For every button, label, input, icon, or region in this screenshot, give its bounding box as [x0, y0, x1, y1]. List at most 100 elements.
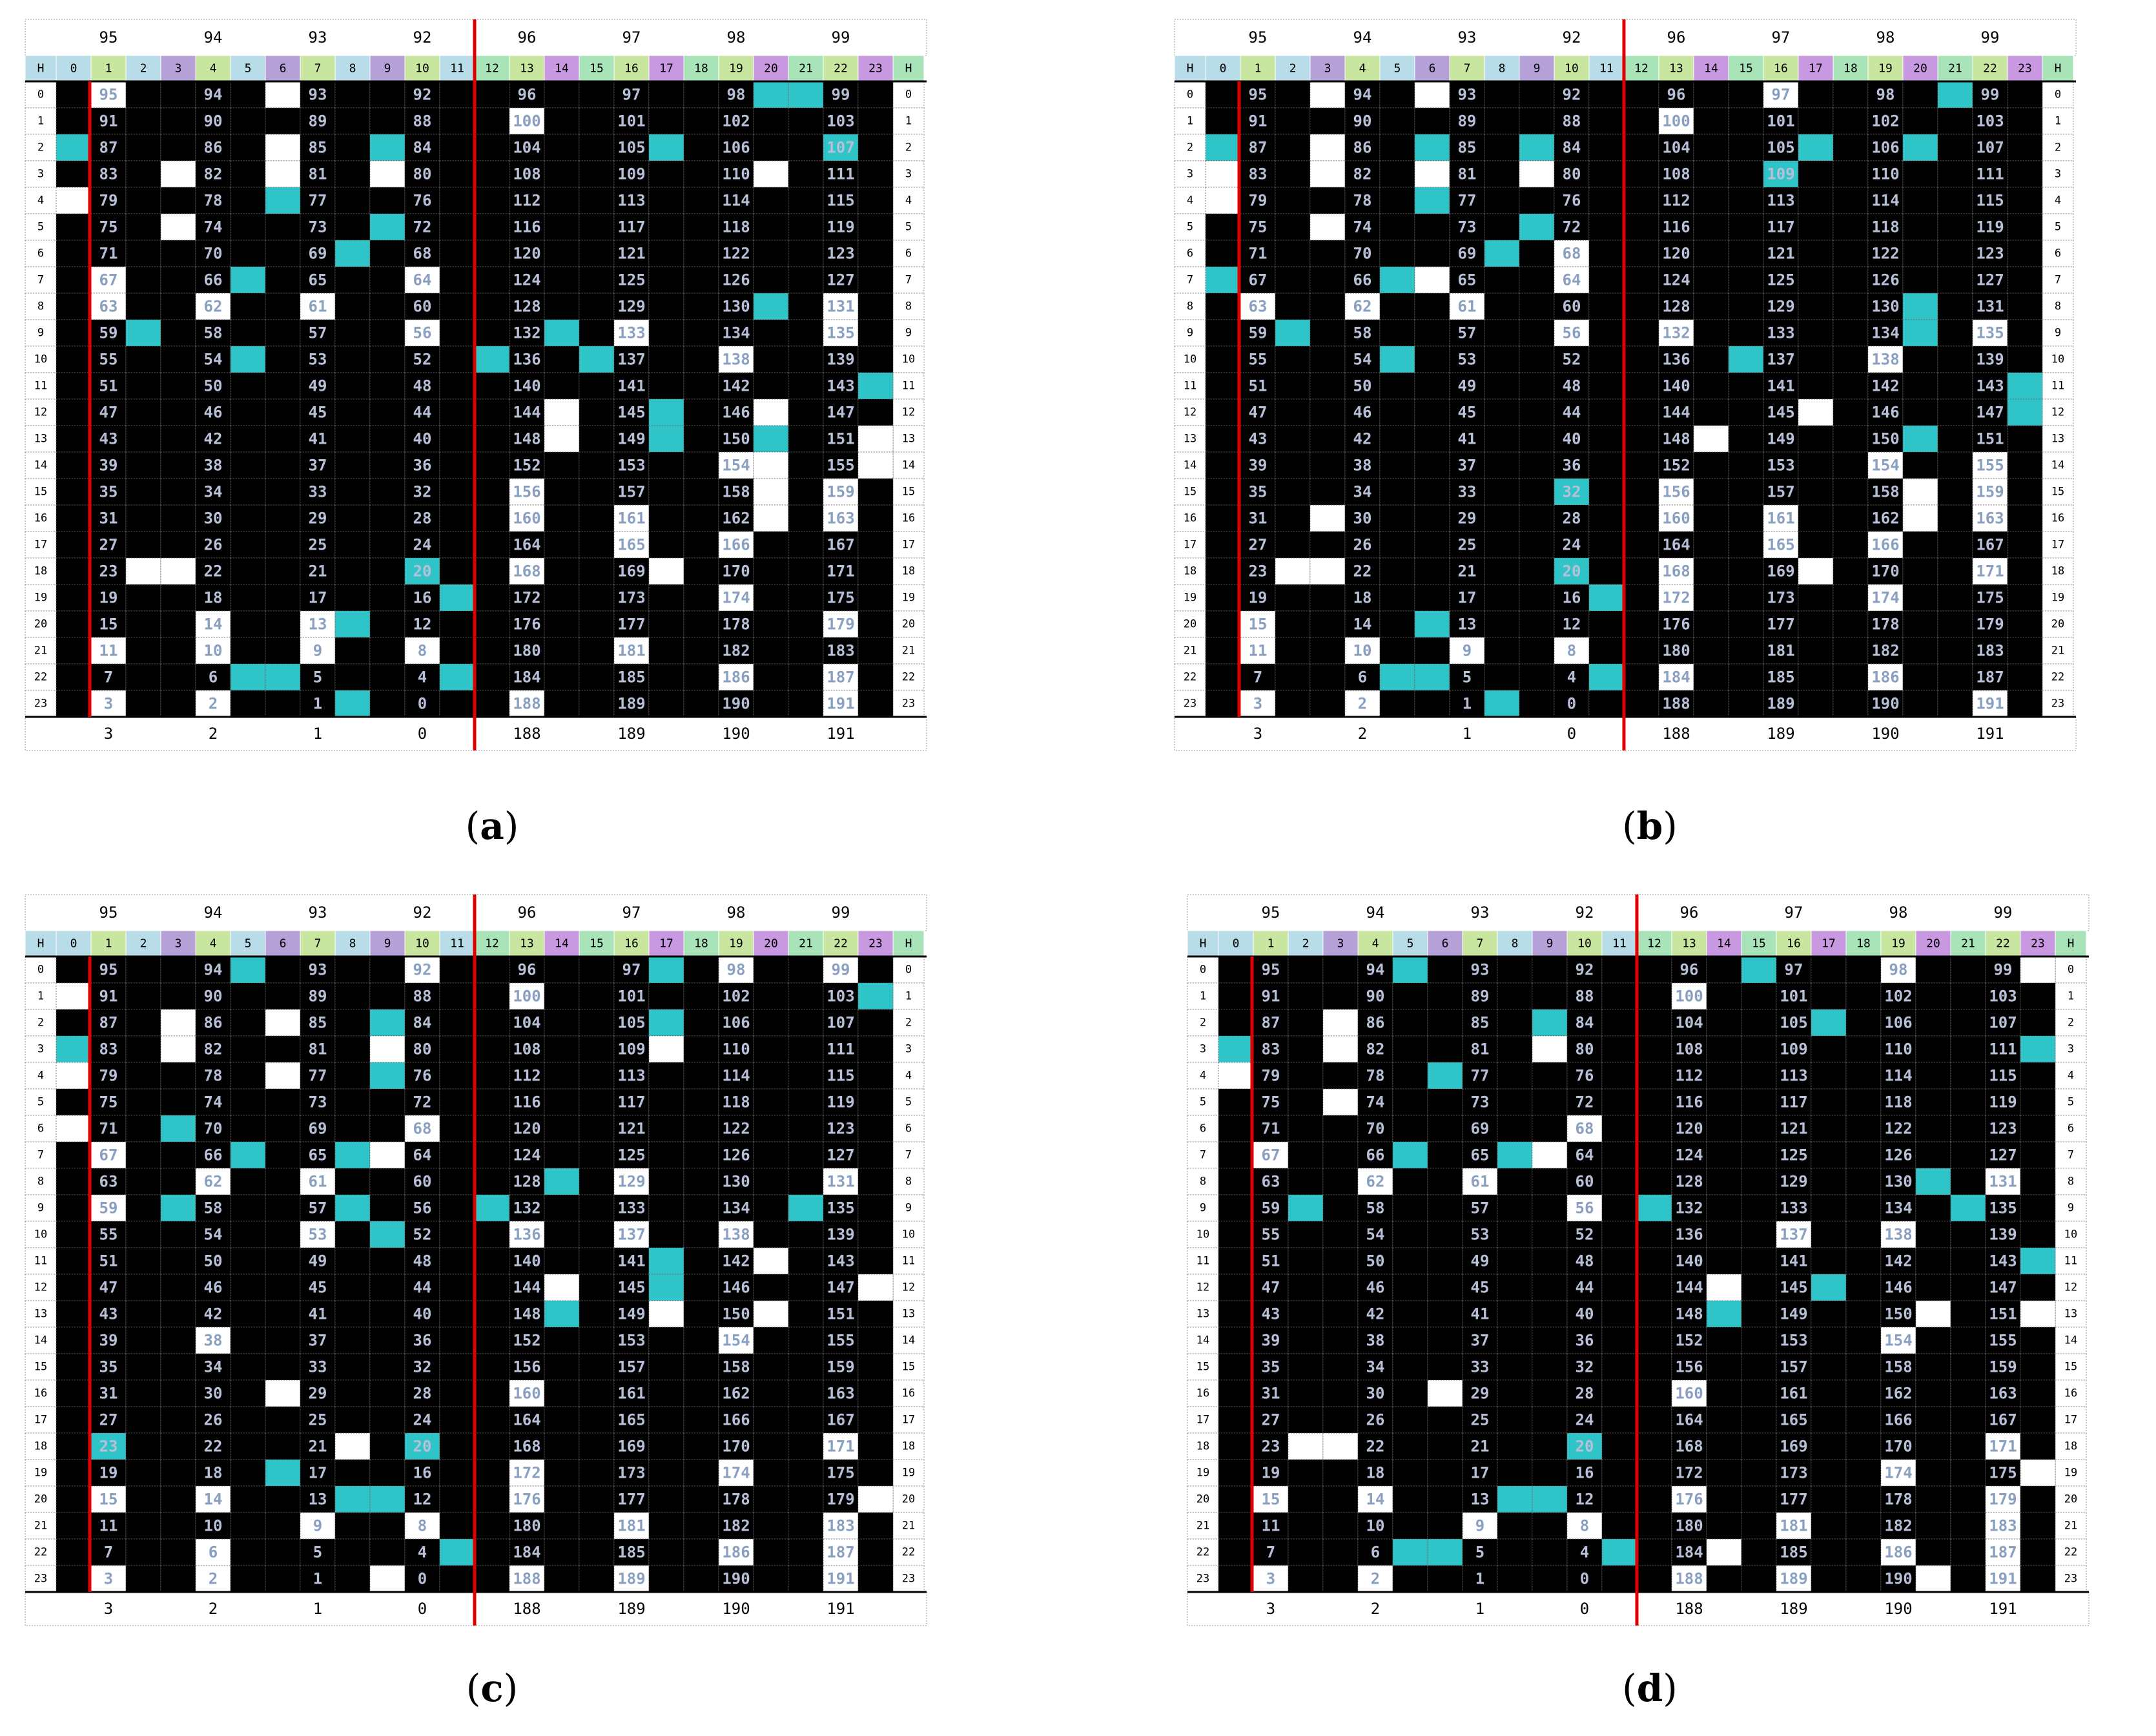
grid-cell	[2007, 372, 2043, 400]
grid-cell	[753, 982, 789, 1010]
row-label-cell-left	[25, 1035, 57, 1063]
grid-cell	[1985, 1194, 2021, 1222]
grid-cell	[474, 1353, 510, 1381]
cell-number: 170	[722, 1438, 750, 1456]
cell-number: 191	[826, 1570, 854, 1588]
cell-number: 155	[826, 1332, 854, 1350]
grid-cell	[125, 531, 161, 559]
row-label-cell-left	[25, 1062, 57, 1090]
grid-cell	[300, 451, 336, 479]
row-label-left: 21	[1196, 1520, 1209, 1533]
grid-cell	[1462, 1538, 1498, 1566]
grid-cell	[1972, 690, 2008, 718]
grid-cell	[1427, 1035, 1463, 1063]
grid-cell	[648, 1432, 684, 1460]
grid-cell	[1798, 81, 1834, 108]
cell-number: 81	[309, 165, 327, 183]
grid-cell	[1240, 372, 1276, 400]
grid-cell	[369, 346, 406, 373]
grid-cell	[300, 81, 336, 108]
grid-cell	[2020, 1247, 2056, 1275]
grid-cell	[1833, 451, 1869, 479]
grid-cell	[1671, 1115, 1707, 1142]
grid-cell	[1601, 1565, 1638, 1593]
cell-number: 167	[1976, 536, 2004, 554]
grid-cell	[1379, 451, 1415, 479]
grid-cell	[544, 663, 580, 691]
grid-cell	[613, 1300, 650, 1328]
row-label-right: 11	[2051, 380, 2064, 393]
grid-cell	[1588, 134, 1625, 161]
grid-cell	[648, 557, 684, 585]
grid-cell	[1253, 1194, 1289, 1222]
grid-cell	[509, 319, 545, 347]
cell-number: 98	[727, 961, 746, 979]
grid-cell	[1414, 610, 1450, 638]
cell-number: 166	[1871, 536, 1899, 554]
cell-number: 45	[1458, 404, 1477, 422]
grid-cell	[718, 1035, 754, 1063]
grid-cell	[823, 504, 859, 532]
grid-cell	[1671, 1353, 1707, 1381]
grid-cell	[613, 1406, 650, 1434]
row-label-left: 10	[1184, 353, 1196, 366]
cell-number: 32	[413, 1358, 432, 1376]
row-label-cell-left	[25, 346, 57, 373]
cell-number: 16	[413, 589, 432, 607]
grid-cell	[1497, 1035, 1533, 1063]
grid-cell	[439, 663, 475, 691]
cell-number: 150	[1884, 1305, 1912, 1323]
grid-cell	[1636, 1168, 1672, 1195]
grid-cell	[1309, 372, 1346, 400]
grid-cell	[1462, 1088, 1498, 1116]
grid-cell	[1915, 1565, 1951, 1593]
grid-cell	[1253, 1485, 1289, 1513]
row-label-right: 2	[905, 1017, 912, 1029]
grid-cell	[823, 1538, 859, 1566]
cell-number: 152	[513, 1332, 540, 1350]
grid-cell	[1693, 107, 1729, 135]
cell-number: 100	[513, 987, 540, 1006]
cell-number: 87	[1249, 139, 1268, 157]
grid-cell	[1379, 81, 1415, 108]
column-header	[2007, 55, 2043, 82]
grid-cell	[1205, 134, 1241, 161]
grid-cell	[1741, 1327, 1777, 1354]
column-header	[823, 930, 859, 957]
grid-cell	[683, 266, 719, 294]
grid-cell	[1449, 504, 1485, 532]
grid-cell	[1798, 584, 1834, 612]
grid-cell	[1344, 690, 1381, 718]
grid-cell	[439, 610, 475, 638]
grid-cell	[334, 1406, 371, 1434]
grid-cell	[1322, 1300, 1359, 1328]
grid-cell	[1798, 690, 1834, 718]
grid-cell	[2020, 1459, 2056, 1487]
grid-cell	[1880, 1009, 1916, 1037]
grid-cell	[648, 1035, 684, 1063]
grid-cell	[334, 134, 371, 161]
cell-number: 79	[1262, 1067, 1280, 1085]
grid-cell	[1658, 610, 1694, 638]
cell-number: 71	[99, 1120, 118, 1138]
grid-cell	[1915, 1380, 1951, 1407]
cell-number: 154	[1871, 457, 1899, 475]
grid-cell	[579, 663, 615, 691]
cell-number: 109	[617, 165, 645, 183]
grid-cell	[160, 266, 196, 294]
row-label-left: 17	[1196, 1414, 1209, 1427]
grid-cell	[1588, 637, 1625, 665]
cell-number: 122	[1871, 245, 1899, 263]
grid-cell	[1519, 240, 1555, 267]
bottom-group-label: 3	[104, 1600, 113, 1618]
cell-number: 49	[1471, 1252, 1490, 1270]
grid-cell	[1741, 1141, 1777, 1169]
grid-cell	[1205, 107, 1241, 135]
grid-cell	[823, 1009, 859, 1037]
grid-cell	[2007, 398, 2043, 426]
cell-number: 157	[1780, 1358, 1807, 1376]
cell-number: 162	[722, 510, 750, 528]
grid-cell	[2020, 1221, 2056, 1248]
cell-number: 168	[1662, 563, 1690, 581]
grid-cell	[1902, 107, 1938, 135]
